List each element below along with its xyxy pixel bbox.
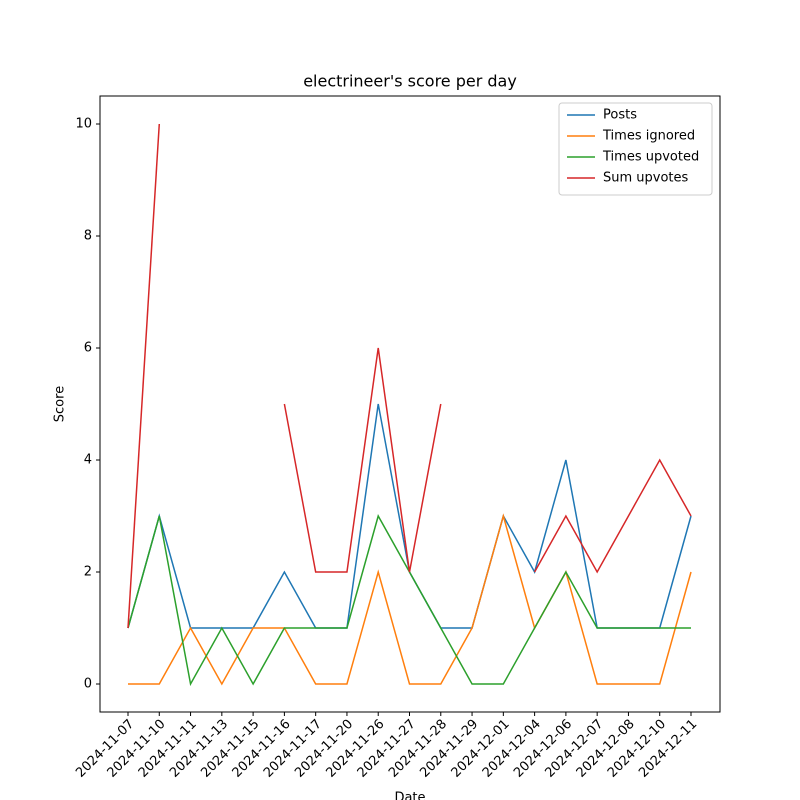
legend-label: Posts xyxy=(603,108,637,123)
legend-label: Times ignored xyxy=(602,129,695,144)
chart-title: electrineer's score per day xyxy=(303,72,517,91)
legend-box xyxy=(558,102,713,196)
line xyxy=(127,123,161,629)
y-tick-label: 8 xyxy=(84,229,92,244)
legend-label: Times upvoted xyxy=(602,150,699,165)
line xyxy=(127,403,692,629)
y-tick-label: 6 xyxy=(84,341,92,356)
y-tick-label: 0 xyxy=(84,677,92,692)
x-axis-label: Date xyxy=(394,791,425,800)
line xyxy=(128,513,692,686)
y-tick-label: 10 xyxy=(75,117,92,132)
y-axis-label: Score xyxy=(53,386,68,422)
legend-label: Sum upvotes xyxy=(603,171,689,186)
y-tick-label: 4 xyxy=(84,453,92,468)
line xyxy=(533,458,692,574)
y-tick-label: 2 xyxy=(84,565,92,580)
plot-frame xyxy=(99,95,721,713)
line xyxy=(127,514,691,687)
line xyxy=(283,347,442,573)
